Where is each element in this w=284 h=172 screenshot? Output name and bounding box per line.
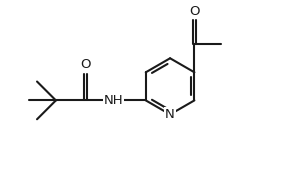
- Text: O: O: [80, 58, 91, 71]
- Text: O: O: [189, 4, 200, 18]
- Text: NH: NH: [104, 94, 123, 107]
- Text: N: N: [165, 108, 175, 121]
